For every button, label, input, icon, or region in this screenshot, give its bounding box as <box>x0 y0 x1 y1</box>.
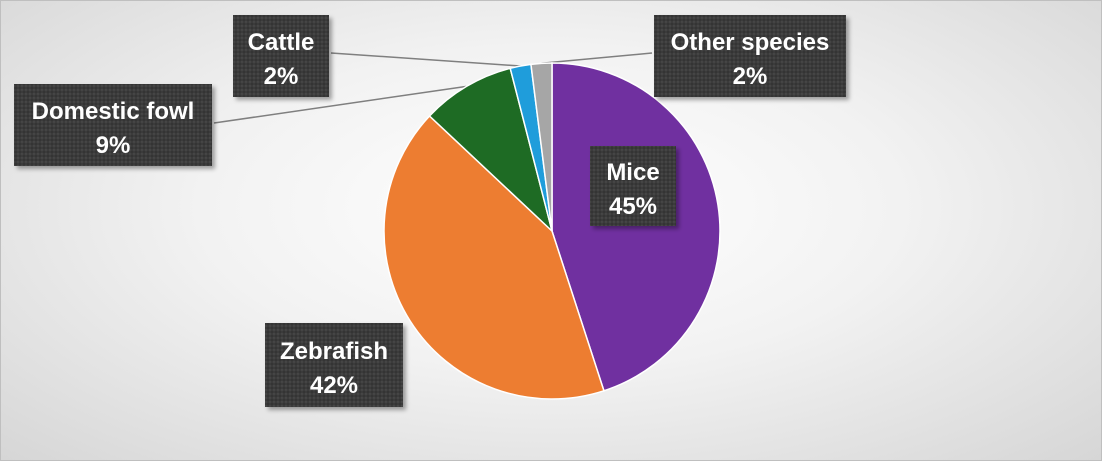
pie-slice-zebrafish <box>383 114 605 400</box>
data-label-box <box>233 15 329 97</box>
pie-slices <box>383 62 721 400</box>
data-label-box <box>265 323 403 407</box>
data-label-box <box>14 84 212 166</box>
data-label-percent: 2% <box>264 63 299 90</box>
data-label-percent: 9% <box>96 132 131 159</box>
data-label-category: Cattle <box>248 29 315 56</box>
leader-lines <box>213 52 653 124</box>
data-label-box <box>590 146 676 226</box>
data-label-mice: Mice 45% <box>590 146 676 226</box>
data-label-percent: 42% <box>310 372 358 399</box>
data-label-category: Other species <box>671 29 830 56</box>
pie-slice-domestic-fowl <box>428 67 554 234</box>
leader-line-other-species <box>541 52 653 65</box>
data-label-category: Domestic fowl <box>32 98 195 125</box>
data-label-domestic-fowl: Domestic fowl 9% <box>14 84 212 166</box>
data-label-percent: 2% <box>733 63 768 90</box>
data-label-cattle: Cattle 2% <box>233 15 329 97</box>
data-label-other-species: Other species 2% <box>654 15 846 97</box>
data-label-category: Zebrafish <box>280 338 388 365</box>
pie-slice-mice <box>551 62 721 392</box>
data-label-percent: 45% <box>609 193 657 220</box>
data-label-box <box>654 15 846 97</box>
leader-line-domestic-fowl <box>213 85 467 124</box>
data-labels: Mice 45% Zebrafish 42% Domestic fowl 9% Cattle… <box>14 15 846 407</box>
leader-line-cattle <box>330 52 521 67</box>
data-label-zebrafish: Zebrafish 42% <box>265 323 403 407</box>
data-label-category: Mice <box>606 159 659 186</box>
pie-slice-other-species <box>530 62 553 232</box>
